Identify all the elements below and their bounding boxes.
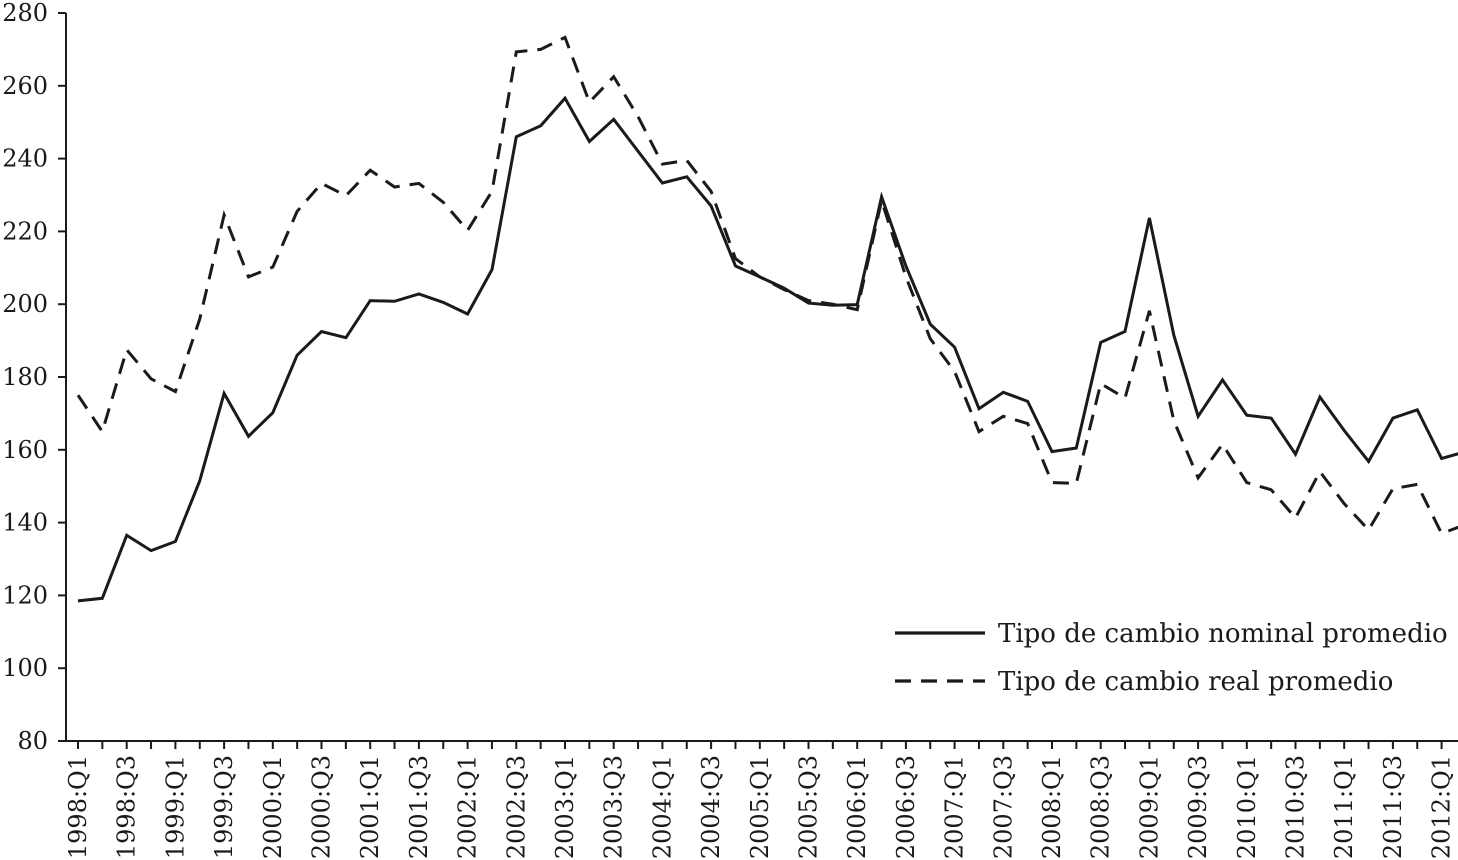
x-tick-label: 2006:Q3 [892,755,920,859]
x-tick-label: 2007:Q3 [989,755,1017,859]
y-tick-label: 260 [2,72,48,100]
x-tick-label: 2009:Q3 [1184,755,1212,859]
x-tick-label: 1998:Q3 [113,755,141,859]
y-axis: 80 100 120 140 160 180 200 220 240 260 280 [2,0,67,755]
x-tick-label: 2005:Q1 [746,755,774,859]
x-tick-label: 1999:Q1 [161,755,189,859]
x-tick-label: 2009:Q1 [1135,755,1163,859]
x-tick-label: 2001:Q3 [405,755,433,859]
x-tick-label: 2001:Q1 [356,755,384,859]
x-tick-label: 2005:Q3 [795,755,823,859]
x-tick-label: 2010:Q1 [1233,755,1261,859]
x-tick-label: 2002:Q1 [454,755,482,859]
legend-label-real: Tipo de cambio real promedio [998,667,1393,697]
x-tick-label: 1999:Q3 [210,755,238,859]
x-tick-label: 2011:Q1 [1330,755,1358,859]
x-tick-label: 2000:Q1 [259,755,287,859]
y-tick-label: 140 [2,509,48,537]
y-tick-label: 180 [2,363,48,391]
x-tick-label: 2008:Q1 [1038,755,1066,859]
x-tick-label: 2004:Q1 [648,755,676,859]
y-tick-label: 100 [2,654,48,682]
legend: Tipo de cambio nominal promedio Tipo de … [895,619,1448,697]
x-tick-label: 2003:Q3 [600,755,628,859]
x-tick-label: 1998:Q1 [64,755,92,859]
y-tick-label: 200 [2,290,48,318]
y-tick-label: 220 [2,217,48,245]
plot-area [76,35,1458,603]
legend-label-nominal: Tipo de cambio nominal promedio [998,619,1448,649]
x-axis: 1998:Q1 1998:Q3 1999:Q1 1999:Q3 2000:Q1 2000:… [64,740,1458,859]
x-tick-label: 2012:Q1 [1428,755,1456,859]
x-tick-label: 2011:Q3 [1379,755,1407,859]
x-tick-label: 2003:Q1 [551,755,579,859]
x-tick-label: 2006:Q1 [843,755,871,859]
x-tick-label: 2010:Q3 [1282,755,1310,859]
y-tick-label: 280 [2,0,48,27]
x-tick-label: 2007:Q1 [941,755,969,859]
y-tick-label: 120 [2,581,48,609]
x-tick-label: 2004:Q3 [697,755,725,859]
series-line-nominal [77,95,1458,603]
x-tick-label: 2008:Q3 [1087,755,1115,859]
y-tick-label: 80 [17,727,48,755]
x-tick-label: 2002:Q3 [502,755,530,859]
y-tick-label: 160 [2,436,48,464]
x-tick-label: 2000:Q3 [308,755,336,859]
series-line-real [76,35,1458,536]
y-tick-label: 240 [2,145,48,173]
